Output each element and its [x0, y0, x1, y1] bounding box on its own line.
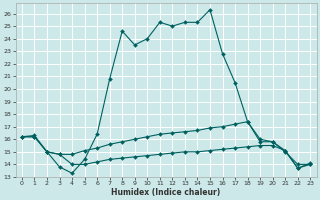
X-axis label: Humidex (Indice chaleur): Humidex (Indice chaleur) [111, 188, 221, 197]
